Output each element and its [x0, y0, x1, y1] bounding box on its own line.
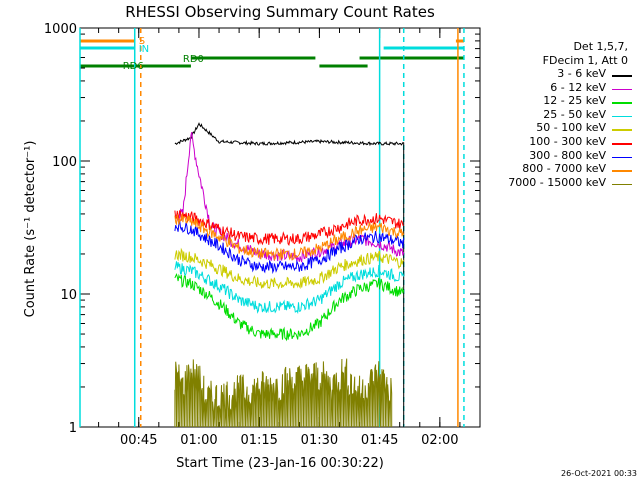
legend-entry-label: 6 - 12 keV — [550, 80, 606, 94]
legend-swatch — [612, 183, 632, 186]
series-lines — [174, 122, 405, 428]
legend-swatch — [612, 115, 632, 118]
series-line — [174, 209, 404, 246]
flag-label-rd0: RD0 — [183, 54, 204, 65]
x-tick-label: 00:45 — [120, 433, 157, 448]
y-tick-label: 100 — [52, 155, 77, 170]
legend-swatch — [612, 129, 632, 131]
legend-swatch — [612, 170, 632, 172]
series-line — [174, 247, 405, 290]
flag-label-rd6: RD6 — [123, 61, 144, 72]
x-tick-label: 01:15 — [240, 433, 277, 448]
flag-label-s: S — [139, 36, 145, 47]
axis-ticks — [80, 27, 480, 428]
flag-annotations: SIN RD0 RD6 — [123, 36, 204, 72]
legend-entry-label: 3 - 6 keV — [557, 67, 606, 80]
legend-swatch — [612, 143, 632, 145]
series-line — [174, 213, 405, 261]
plot-frame — [79, 27, 481, 428]
legend-entry-label: 300 - 800 keV — [529, 148, 606, 162]
series-line — [174, 358, 393, 428]
legend-swatch — [612, 102, 632, 104]
x-tick-labels: 00:45 01:00 01:15 01:30 01:45 02:00 — [120, 433, 459, 448]
legend-entry-label: 100 - 300 keV — [529, 135, 606, 148]
series-line — [174, 220, 405, 275]
y-tick-labels: 1 10 100 1000 — [44, 22, 77, 436]
x-tick-label: 01:00 — [180, 433, 217, 448]
series-line — [174, 261, 405, 315]
legend-entry-label: 7000 - 15000 keV — [508, 175, 606, 189]
legend-header-line: FDecim 1, Att 0 — [542, 53, 628, 67]
legend-swatch — [612, 156, 632, 159]
legend-swatch — [612, 75, 632, 77]
legend-entry-label: 12 - 25 keV — [543, 94, 606, 108]
series-line — [174, 122, 405, 427]
legend-entry-label: 50 - 100 keV — [536, 121, 606, 135]
legend-swatch — [612, 88, 632, 91]
y-tick-label: 1 — [69, 421, 77, 436]
footer-timestamp: 26-Oct-2021 00:33 — [561, 469, 637, 478]
chart-title: RHESSI Observing Summary Count Rates — [125, 3, 435, 21]
x-tick-label: 01:45 — [361, 433, 398, 448]
y-tick-label: 10 — [60, 288, 77, 303]
y-axis-label: Count Rate (s⁻¹ detector⁻¹) — [23, 141, 38, 318]
flag-label-in: IN — [139, 44, 149, 55]
legend-entry-label: 25 - 50 keV — [543, 107, 606, 121]
x-axis-label: Start Time (23-Jan-16 00:30:22) — [176, 456, 384, 471]
series-line — [174, 273, 405, 342]
legend-header-line: Det 1,5,7, — [573, 40, 628, 53]
x-tick-label: 01:30 — [301, 433, 338, 448]
y-tick-label: 1000 — [44, 22, 77, 37]
marker-lines — [79, 28, 465, 427]
legend-entry-label: 800 - 7000 keV — [522, 162, 606, 176]
x-tick-label: 02:00 — [421, 433, 458, 448]
